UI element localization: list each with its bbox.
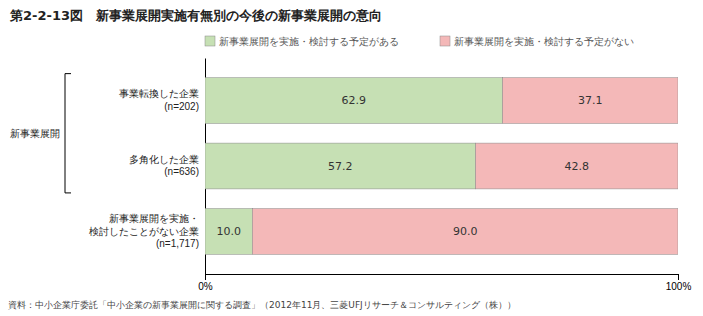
data-label: 37.1 xyxy=(578,94,603,107)
plot: 0% 100% 事業転換した企業(n=202) 多角化した企業(n=636) 新事業展開… xyxy=(10,59,691,293)
bar xyxy=(205,143,476,189)
bar xyxy=(205,209,252,255)
data-label: 57.2 xyxy=(328,160,353,173)
legend-item: 新事業展開を実施・検討する予定がない xyxy=(440,36,634,47)
x-tick: 100% xyxy=(666,274,692,292)
y-tick: 新事業展開を実施・検討したことがない企業(n=1,717) xyxy=(89,213,205,249)
group-brace xyxy=(65,74,71,193)
y-tick-label: 事業転換した企業(n=202) xyxy=(119,88,199,112)
title: 第2-2-13図 新事業展開実施有無別の今後の新事業展開の意向 xyxy=(9,8,382,23)
y-axis: 事業転換した企業(n=202) 多角化した企業(n=636) 新事業展開を実施・検討… xyxy=(89,59,206,275)
chart: 第2-2-13図 新事業展開実施有無別の今後の新事業展開の意向新事業展開を実施・… xyxy=(0,0,703,316)
legend: 新事業展開を実施・検討する予定がある 新事業展開を実施・検討する予定がない xyxy=(205,36,634,47)
x-axis-line xyxy=(206,275,679,281)
bar xyxy=(476,143,678,189)
bar xyxy=(205,78,503,124)
group-label: 新事業展開 xyxy=(10,128,60,139)
legend-label: 新事業展開を実施・検討する予定がある xyxy=(219,36,399,47)
x-tick-mark xyxy=(678,274,679,280)
x-tick: 0% xyxy=(198,274,213,292)
legend-label: 新事業展開を実施・検討する予定がない xyxy=(454,36,634,47)
legend-item: 新事業展開を実施・検討する予定がある xyxy=(205,36,399,47)
bar xyxy=(252,209,678,255)
bar xyxy=(503,78,678,124)
y-tick: 事業転換した企業(n=202) xyxy=(119,88,205,112)
data-labels: 62.9 57.2 10.0 37.1 42.8 90.0 xyxy=(216,94,602,238)
x-tick-mark xyxy=(205,274,206,280)
y-tick-label: 多角化した企業(n=636) xyxy=(129,154,199,178)
x-tick-label: 0% xyxy=(198,281,213,292)
brace-line xyxy=(65,74,71,193)
footer: 資料：中小企業庁委託「中小企業の新事業展開に関する調査」（2012年11月、三菱… xyxy=(8,300,516,310)
data-label: 42.8 xyxy=(565,160,590,173)
legend-swatch xyxy=(205,36,215,46)
data-label: 90.0 xyxy=(453,225,478,238)
data-label: 10.0 xyxy=(216,225,241,238)
data-label: 62.9 xyxy=(342,94,367,107)
x-tick-label: 100% xyxy=(666,281,692,292)
y-tick: 多角化した企業(n=636) xyxy=(129,154,205,178)
x-axis: 0% 100% xyxy=(198,274,691,292)
legend-swatch xyxy=(440,36,450,46)
y-tick-label: 新事業展開を実施・検討したことがない企業(n=1,717) xyxy=(89,213,199,249)
bars xyxy=(205,78,678,255)
